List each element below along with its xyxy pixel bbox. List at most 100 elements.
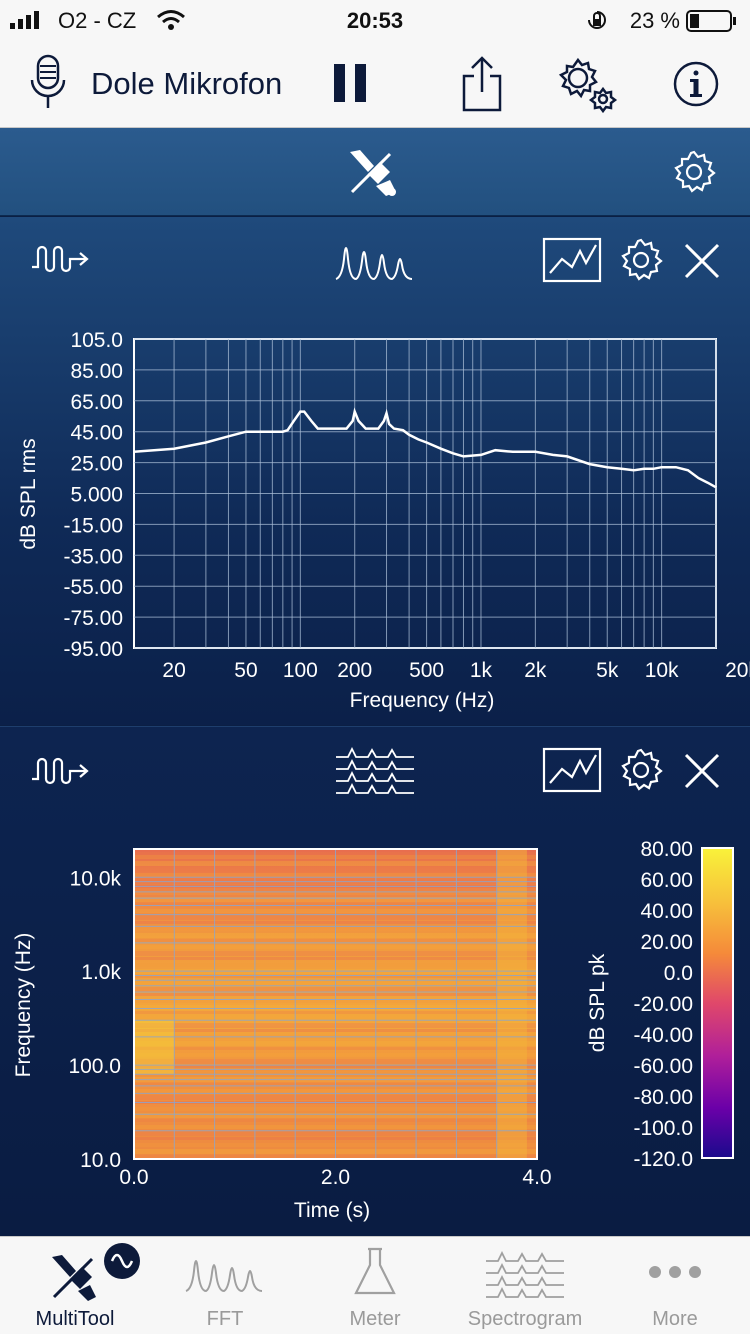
fft-x-tick-label: 200: [337, 659, 372, 682]
tab-meter[interactable]: Meter: [300, 1237, 450, 1334]
fft-panel: 105.0 85.00 65.00 45.00 25.00 5.000 -15.00 -35.…: [0, 217, 750, 725]
spectrogram-chart[interactable]: 10.0k 1.0k 100.0 10.0 0.0 2.0 4.0 Frequency (…: [0, 827, 750, 1237]
tab-multitool[interactable]: MultiTool: [0, 1237, 150, 1334]
spectrogram-y-tick-label: 1.0k: [81, 961, 121, 984]
fft-grid: [134, 338, 717, 649]
tab-spectrogram[interactable]: Spectrogram: [450, 1237, 600, 1334]
info-icon[interactable]: [672, 60, 720, 108]
fft-y-tick-label: 5.000: [70, 484, 123, 507]
spectrogram-x-axis-label: Time (s): [294, 1199, 370, 1222]
audio-badge-icon: [104, 1243, 140, 1279]
colorbar-ticks: 80.00 60.00 40.00 20.00 0.0 -20.00 -40.00 -60.0…: [633, 838, 693, 1171]
fft-gear-icon[interactable]: [619, 238, 663, 282]
spectrogram-icon[interactable]: [334, 747, 418, 795]
colorbar-tick-label: -80.00: [633, 1086, 693, 1109]
colorbar-tick-label: -40.00: [633, 1024, 693, 1047]
spectrogram-tab-icon: [486, 1251, 564, 1298]
spectrogram-x-tick-label: 4.0: [522, 1166, 551, 1189]
fft-y-tick-label: -15.00: [63, 514, 123, 537]
status-bar: O2 - CZ 20:53 23 %: [0, 0, 750, 40]
nav-bar: Dole Mikrofon: [0, 40, 750, 128]
spectrogram-x-ticks: 0.0 2.0 4.0: [119, 1166, 551, 1189]
tab-label: FFT: [206, 1308, 244, 1330]
tab-label: Meter: [349, 1308, 401, 1330]
tab-label: MultiTool: [35, 1308, 115, 1330]
spectrogram-y-tick-label: 10.0k: [70, 867, 122, 890]
spec-chart-view-icon[interactable]: [542, 747, 602, 793]
tab-label: More: [652, 1308, 698, 1330]
colorbar-tick-label: 40.00: [640, 900, 693, 923]
spectrogram-y-ticks: 10.0k 1.0k 100.0 10.0: [68, 867, 121, 1172]
fft-y-tick-label: -95.00: [63, 638, 123, 661]
fft-y-tick-label: -35.00: [63, 545, 123, 568]
fft-x-tick-label: 5k: [596, 659, 619, 682]
multitool-toolbar: [0, 128, 750, 216]
colorbar-tick-label: 20.00: [640, 931, 693, 954]
colorbar-label: dB SPL pk: [586, 953, 609, 1052]
gear-icon[interactable]: [672, 150, 716, 194]
close-icon[interactable]: [684, 243, 720, 279]
multitool-icon[interactable]: [346, 148, 400, 198]
fft-x-axis-label: Frequency (Hz): [350, 689, 495, 712]
fft-icon[interactable]: [334, 237, 414, 283]
colorbar-tick-label: 0.0: [664, 962, 693, 985]
colorbar-tick-label: -20.00: [633, 993, 693, 1016]
spectrogram-x-tick-label: 2.0: [321, 1166, 350, 1189]
colorbar-tick-label: 80.00: [640, 838, 693, 861]
wifi-icon: [157, 10, 185, 30]
colorbar-tick-label: -100.0: [633, 1117, 693, 1140]
colorbar-tick-label: -60.00: [633, 1055, 693, 1078]
fft-x-tick-label: 20: [162, 659, 185, 682]
spectrogram-x-tick-label: 0.0: [119, 1166, 148, 1189]
cell-signal-icon: [10, 11, 39, 29]
spectrogram-y-axis-label: Frequency (Hz): [12, 933, 35, 1078]
status-time: 20:53: [346, 8, 404, 33]
spectrogram-highlight: [496, 849, 527, 1159]
fft-y-tick-label: -55.00: [63, 576, 123, 599]
multitool-tab-icon: [52, 1255, 96, 1301]
fft-y-tick-label: -75.00: [63, 607, 123, 630]
carrier-name: O2 - CZ: [58, 8, 137, 33]
spectrogram-panel: 10.0k 1.0k 100.0 10.0 0.0 2.0 4.0 Frequency (…: [0, 726, 750, 1236]
battery-icon: [686, 10, 736, 32]
signal-input-icon[interactable]: [30, 245, 92, 275]
spectrogram-y-tick-label: 100.0: [68, 1055, 121, 1078]
fft-series-line: [133, 407, 717, 489]
share-icon[interactable]: [460, 56, 504, 112]
pause-icon[interactable]: [334, 64, 368, 104]
fft-y-tick-label: 65.00: [70, 391, 123, 414]
more-dots-icon: [649, 1266, 701, 1278]
fft-tab-icon: [185, 1260, 263, 1293]
fft-chart[interactable]: 105.0 85.00 65.00 45.00 25.00 5.000 -15.00 -35.…: [0, 312, 750, 722]
flask-icon: [354, 1247, 396, 1295]
fft-y-tick-label: 85.00: [70, 360, 123, 383]
spec-signal-input-icon[interactable]: [30, 757, 92, 787]
fft-x-ticks: 20 50 100 200 500 1k 2k 5k 10k 20k: [162, 659, 750, 682]
fft-y-tick-label: 25.00: [70, 453, 123, 476]
fft-y-tick-label: 45.00: [70, 422, 123, 445]
spec-gear-icon[interactable]: [619, 748, 663, 792]
fft-x-tick-label: 20k: [725, 659, 750, 682]
spec-close-icon[interactable]: [684, 753, 720, 789]
device-title[interactable]: Dole Mikrofon: [91, 66, 283, 101]
battery-percent: 23 %: [629, 8, 680, 33]
tab-fft[interactable]: FFT: [150, 1237, 300, 1334]
chart-view-icon[interactable]: [542, 237, 602, 283]
fft-y-axis-label: dB SPL rms: [17, 438, 40, 549]
fft-y-tick-label: 105.0: [70, 329, 123, 352]
fft-x-tick-label: 1k: [470, 659, 493, 682]
colorbar-tick-label: 60.00: [640, 869, 693, 892]
spectrogram-grid: [134, 848, 537, 1160]
settings-gear-icon[interactable]: [556, 56, 618, 114]
tab-bar: MultiTool FFT Meter Spectrogram Mor: [0, 1236, 750, 1334]
tab-label: Spectrogram: [467, 1308, 583, 1330]
microphone-icon[interactable]: [28, 54, 68, 114]
spectrogram-highlight: [134, 1020, 174, 1075]
fft-x-tick-label: 50: [234, 659, 257, 682]
rotation-lock-icon: [588, 11, 606, 29]
colorbar: [701, 847, 734, 1159]
spectrogram-y-tick-label: 10.0: [80, 1149, 121, 1172]
fft-x-tick-label: 2k: [524, 659, 547, 682]
fft-x-tick-label: 10k: [645, 659, 679, 682]
tab-more[interactable]: More: [600, 1237, 750, 1334]
